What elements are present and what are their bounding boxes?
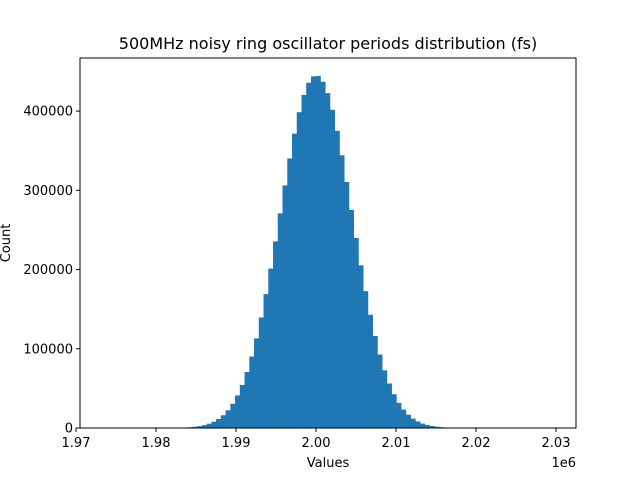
- histogram-bar: [268, 268, 274, 428]
- histogram-bar: [334, 130, 340, 428]
- y-axis: 0 100000 200000 300000 400000: [23, 105, 80, 437]
- histogram-bar: [391, 394, 397, 428]
- histogram-bar: [367, 314, 373, 428]
- histogram-bar: [306, 82, 312, 428]
- y-tick-label: 200000: [23, 263, 73, 278]
- histogram-bar: [372, 336, 378, 428]
- x-tick-label: 1.99: [222, 436, 251, 451]
- histogram-bar: [429, 426, 435, 428]
- histogram-bar: [230, 403, 236, 428]
- histogram-bar: [192, 426, 198, 428]
- histogram-bar: [244, 372, 250, 428]
- y-tick-label: 300000: [23, 184, 73, 199]
- histogram-bar: [225, 410, 231, 428]
- histogram-bar: [382, 370, 388, 428]
- histogram-bar: [320, 81, 326, 428]
- histogram-bar: [325, 93, 331, 429]
- x-tick-label: 2.02: [462, 436, 491, 451]
- histogram-bar: [358, 265, 364, 428]
- x-tick-label: 1.97: [62, 436, 91, 451]
- x-tick-label: 2.01: [382, 436, 411, 451]
- histogram-bar: [277, 213, 283, 428]
- y-tick-label: 100000: [23, 342, 73, 357]
- histogram-bar: [220, 415, 226, 428]
- histogram-bar: [386, 383, 392, 428]
- plot-frame: [79, 57, 577, 429]
- histogram-bar: [273, 241, 279, 428]
- histogram-bar: [235, 395, 241, 428]
- histogram-bar: [249, 356, 255, 428]
- histogram-bar: [396, 402, 402, 428]
- histogram-bar: [263, 294, 269, 428]
- histogram-bar: [254, 338, 260, 428]
- histogram-bar: [329, 109, 336, 428]
- histogram-bar: [434, 426, 440, 428]
- histogram-bar: [258, 317, 264, 428]
- y-tick-label: 400000: [23, 105, 73, 120]
- x-axis: 1.97 1.98 1.99 2.00 2.01 2.02 2.03: [62, 428, 571, 451]
- y-tick-label: 0: [65, 422, 73, 437]
- histogram-bar: [287, 158, 293, 428]
- histogram-bar: [301, 94, 307, 428]
- histogram-bar: [216, 419, 222, 428]
- y-axis-label: Count: [0, 224, 14, 263]
- histogram-bar: [415, 421, 421, 428]
- x-tick-label: 1.98: [142, 436, 171, 451]
- histogram-bar: [315, 76, 321, 429]
- histogram-bar: [310, 76, 317, 428]
- histogram-bar: [420, 423, 426, 428]
- histogram-bar: [353, 238, 359, 428]
- histogram-bar: [424, 425, 430, 428]
- histogram-bar: [344, 182, 350, 428]
- histogram-bar: [348, 209, 355, 428]
- chart-title: 500MHz noisy ring oscillator periods dis…: [119, 34, 537, 53]
- histogram-bar: [291, 133, 298, 428]
- histogram-bar: [206, 423, 212, 428]
- histogram-bar: [197, 426, 203, 428]
- x-tick-label: 2.03: [542, 436, 571, 451]
- histogram-bar: [296, 112, 302, 429]
- histogram-bar: [410, 418, 416, 428]
- histogram-bars: [144, 76, 487, 429]
- histogram-bar: [363, 291, 369, 428]
- histogram-bar: [339, 155, 345, 429]
- histogram-bar: [405, 414, 411, 428]
- x-tick-label: 2.00: [302, 436, 331, 451]
- x-axis-offset-label: 1e6: [551, 456, 576, 471]
- histogram-bar: [239, 384, 245, 428]
- histogram-bar: [201, 425, 207, 428]
- x-axis-label: Values: [307, 456, 350, 471]
- histogram-bar: [401, 409, 407, 428]
- histogram-bar: [211, 421, 217, 428]
- histogram-bar: [282, 185, 288, 428]
- histogram-bar: [377, 354, 383, 428]
